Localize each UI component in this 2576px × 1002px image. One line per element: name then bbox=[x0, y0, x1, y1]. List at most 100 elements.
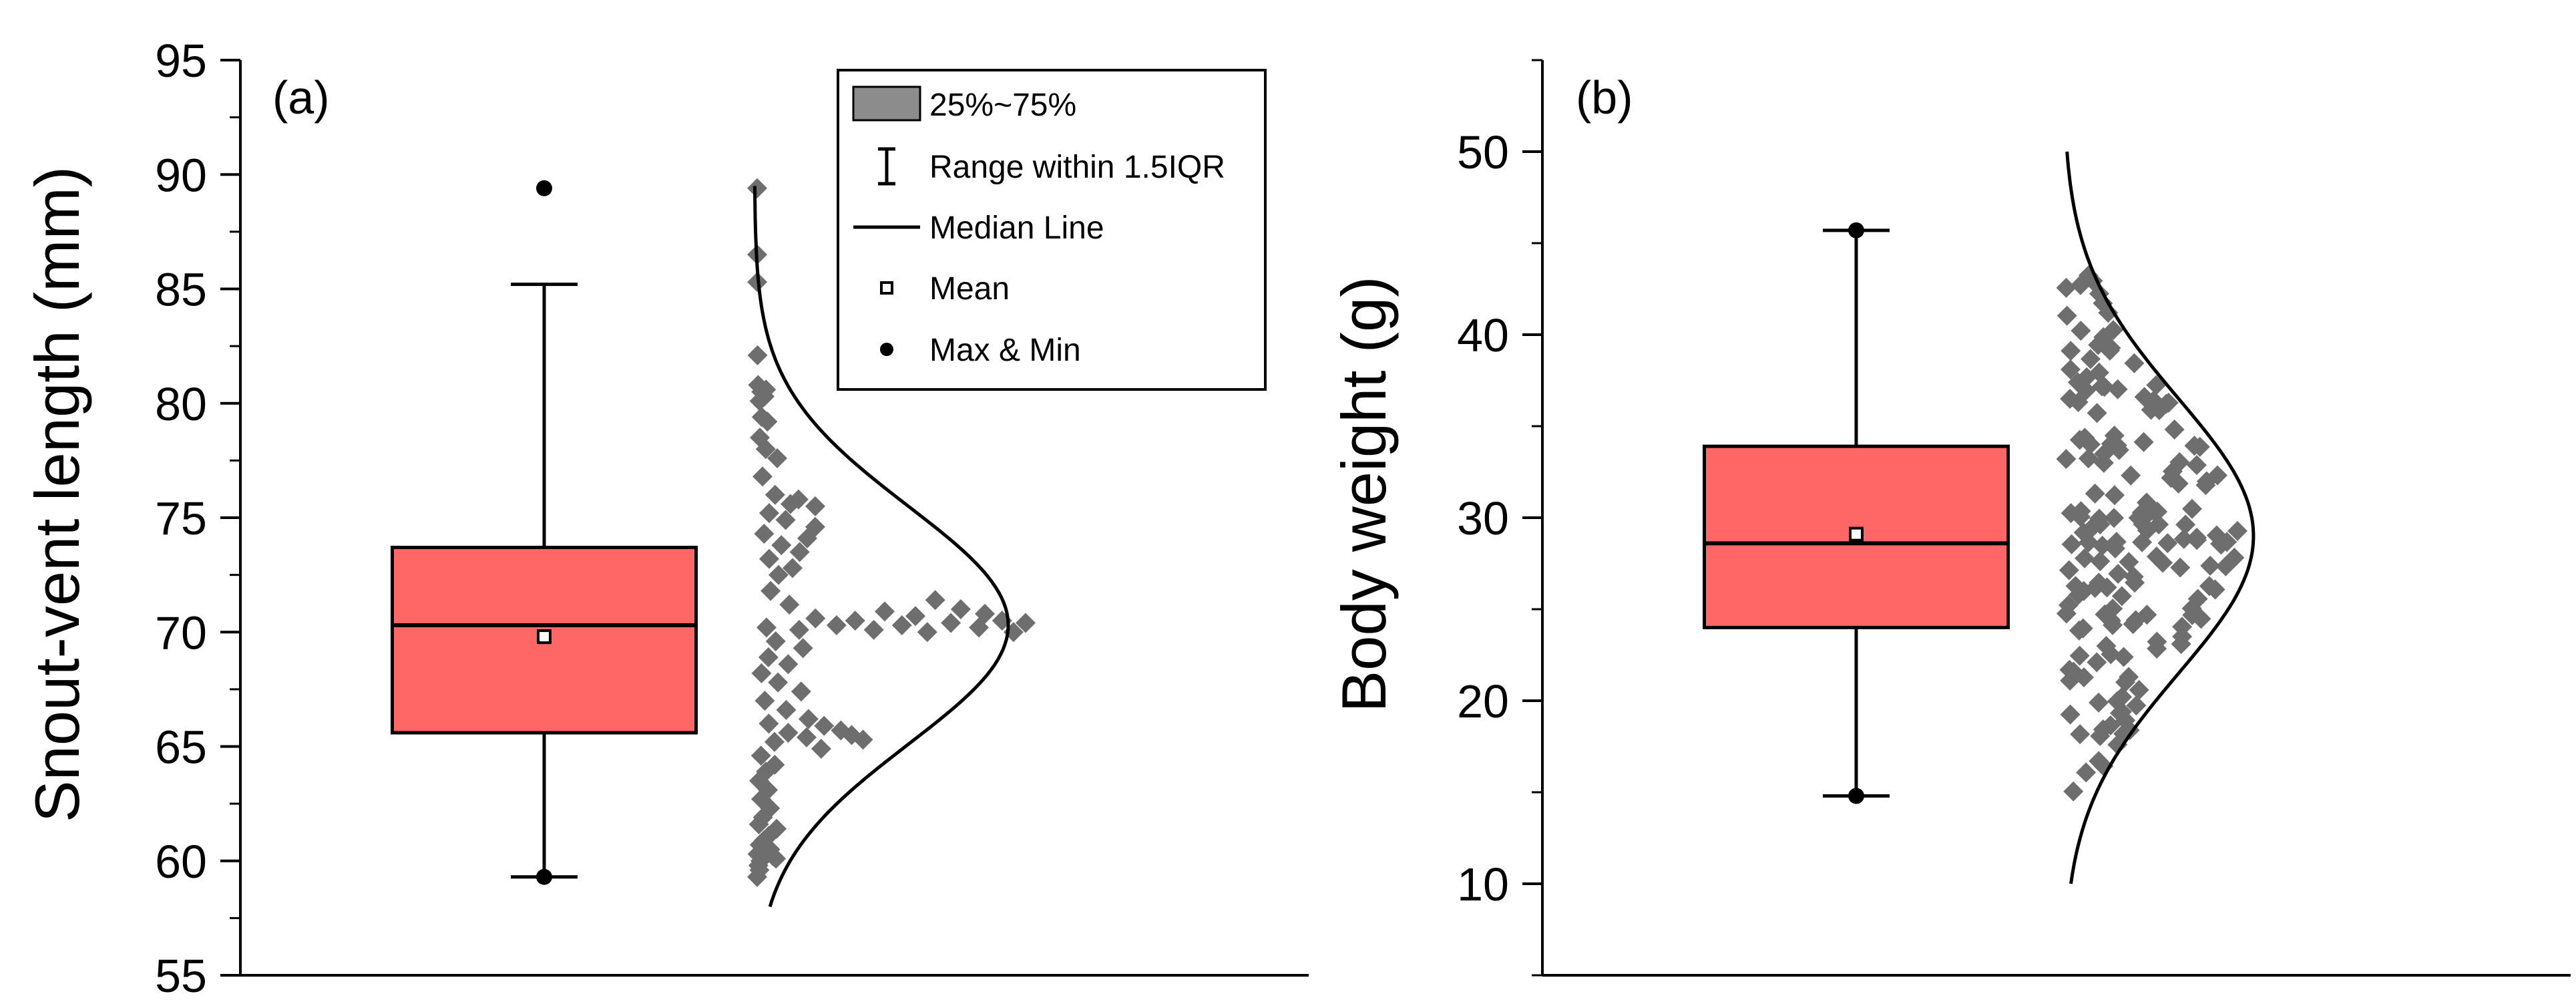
legend-item-median: Median Line bbox=[853, 210, 1104, 246]
y-ticks-b: 10 20 30 40 50 bbox=[1457, 59, 1542, 977]
data-point bbox=[758, 647, 779, 667]
mean-marker bbox=[1849, 526, 1864, 542]
data-point bbox=[2078, 448, 2099, 469]
data-point bbox=[1015, 613, 1036, 633]
legend-box-symbol bbox=[852, 86, 921, 122]
data-point bbox=[2060, 359, 2081, 380]
panel-label-a: (a) bbox=[272, 71, 330, 124]
data-point bbox=[2121, 465, 2141, 486]
legend-item-box: 25%~75% bbox=[852, 86, 1076, 123]
y-tick-label: 85 bbox=[155, 264, 207, 316]
data-point bbox=[2136, 492, 2157, 513]
legend-item-whisker: Range within 1.5IQR bbox=[878, 147, 1225, 186]
data-point bbox=[2119, 667, 2139, 687]
data-point bbox=[2071, 501, 2091, 522]
min-marker bbox=[1848, 788, 1864, 804]
data-point bbox=[789, 542, 810, 562]
data-point bbox=[2092, 535, 2113, 556]
legend-label-mean: Mean bbox=[929, 271, 1010, 307]
data-point bbox=[2089, 751, 2109, 772]
data-point bbox=[2187, 455, 2207, 476]
data-point bbox=[2104, 485, 2125, 506]
data-point bbox=[2137, 605, 2157, 625]
data-point bbox=[791, 681, 811, 702]
data-point bbox=[768, 672, 789, 693]
panel-a: Snout-vent length (mm) 55 60 65 70 75 80 85 90 9… bbox=[22, 35, 1309, 1002]
data-point bbox=[747, 345, 768, 365]
data-point bbox=[789, 619, 809, 640]
min-marker bbox=[536, 868, 552, 885]
data-point bbox=[2094, 444, 2115, 464]
data-point bbox=[2089, 692, 2109, 713]
data-point bbox=[2187, 527, 2207, 548]
data-point bbox=[747, 178, 768, 198]
data-point bbox=[805, 608, 826, 629]
data-point bbox=[755, 691, 775, 711]
data-point bbox=[814, 715, 835, 736]
data-point bbox=[2061, 534, 2082, 554]
data-point bbox=[776, 699, 797, 720]
data-point bbox=[2105, 538, 2125, 558]
data-point bbox=[765, 631, 786, 651]
y-tick-label: 90 bbox=[155, 149, 207, 201]
legend-label-whisker: Range within 1.5IQR bbox=[929, 150, 1225, 185]
data-point bbox=[771, 535, 792, 556]
data-point bbox=[2123, 566, 2144, 587]
data-point bbox=[2069, 430, 2090, 450]
y-ticks-a: 55 60 65 70 75 80 85 90 95 bbox=[155, 35, 240, 1002]
data-point bbox=[2104, 508, 2125, 528]
y-tick-label: 40 bbox=[1457, 309, 1509, 361]
data-point bbox=[757, 411, 778, 432]
data-point bbox=[2070, 724, 2091, 745]
data-point bbox=[853, 729, 873, 750]
data-point bbox=[749, 391, 770, 411]
data-point bbox=[2109, 703, 2130, 723]
data-point bbox=[2073, 580, 2094, 601]
data-point bbox=[2173, 528, 2194, 549]
y-tick-label: 70 bbox=[155, 607, 207, 659]
legend-mean-symbol bbox=[880, 281, 893, 295]
data-point bbox=[2215, 556, 2236, 576]
y-tick-label: 80 bbox=[155, 378, 207, 430]
legend-item-maxmin: Max & Min bbox=[880, 333, 1081, 368]
data-point bbox=[2103, 599, 2123, 619]
y-tick-label: 60 bbox=[155, 836, 207, 888]
data-point bbox=[2077, 367, 2097, 387]
data-point bbox=[2137, 520, 2157, 541]
data-point bbox=[950, 599, 971, 619]
data-point bbox=[2076, 762, 2097, 783]
data-point bbox=[2182, 498, 2203, 519]
data-point bbox=[2124, 353, 2145, 373]
data-point bbox=[765, 484, 785, 505]
legend: 25%~75% Range within 1.5IQR Median Line … bbox=[837, 69, 1267, 391]
data-point bbox=[2171, 634, 2191, 655]
data-point bbox=[2073, 522, 2094, 543]
distribution-curve-a bbox=[753, 186, 1010, 908]
data-point bbox=[750, 745, 771, 766]
data-point bbox=[2071, 321, 2091, 341]
legend-label-box: 25%~75% bbox=[929, 88, 1076, 123]
data-point bbox=[759, 713, 779, 734]
data-point bbox=[805, 496, 825, 516]
data-point bbox=[798, 709, 819, 729]
data-point bbox=[2147, 639, 2167, 659]
data-point bbox=[2100, 715, 2121, 735]
data-point bbox=[2080, 349, 2101, 369]
data-point bbox=[2063, 781, 2084, 802]
panel-b: Body weight (g) 10 20 30 40 50 (b) bbox=[1329, 59, 2571, 977]
panel-label-b: (b) bbox=[1576, 71, 1633, 124]
data-point bbox=[759, 503, 779, 524]
data-point bbox=[753, 466, 773, 487]
data-point bbox=[2164, 420, 2185, 440]
data-point bbox=[925, 590, 945, 611]
box-plot-b bbox=[1703, 222, 2010, 804]
data-point bbox=[2143, 390, 2164, 411]
data-point bbox=[779, 595, 800, 615]
data-point bbox=[2057, 305, 2077, 326]
data-point bbox=[875, 601, 895, 622]
data-point bbox=[2108, 564, 2129, 584]
data-point bbox=[917, 622, 937, 643]
data-point bbox=[756, 617, 777, 638]
data-point bbox=[2076, 380, 2097, 401]
data-point bbox=[2060, 389, 2081, 409]
